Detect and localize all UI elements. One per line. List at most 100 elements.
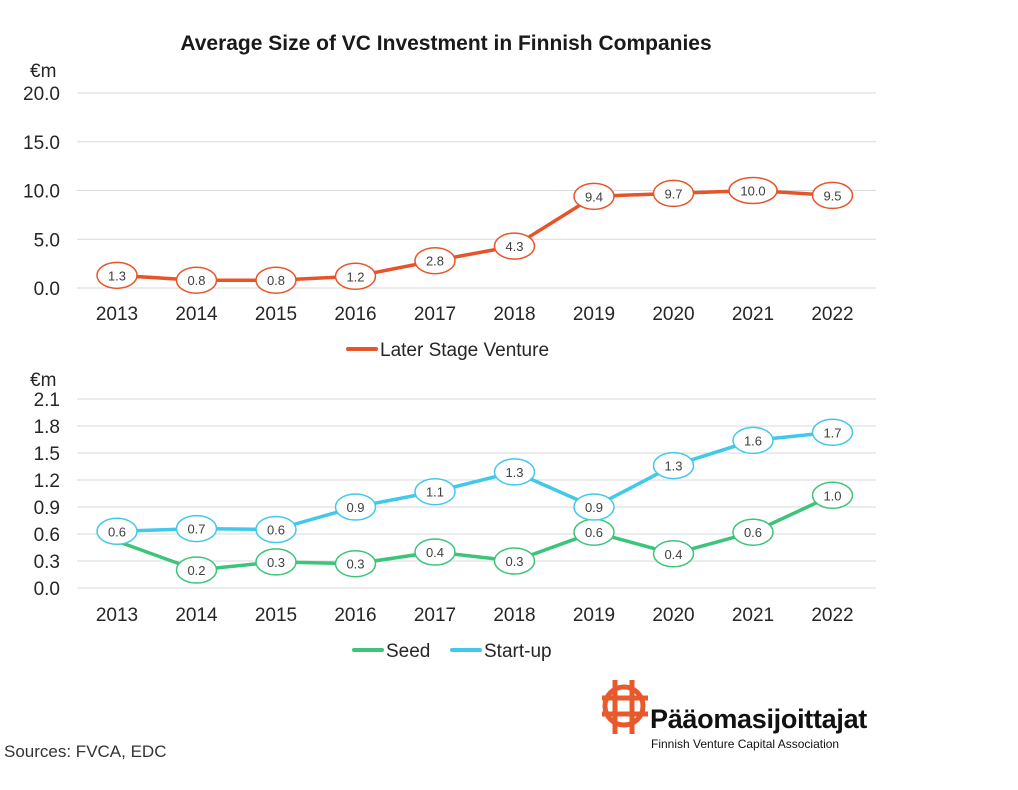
y-tick-label: 0.3 (34, 552, 60, 573)
x-tick-label: 2014 (175, 605, 218, 626)
legend-label: Start-up (484, 641, 552, 662)
x-tick-label: 2017 (414, 605, 456, 626)
legend-label: Seed (386, 641, 430, 662)
association-logo: Pääomasijoittajat Finnish Venture Capita… (598, 676, 898, 756)
x-tick-label: 2020 (652, 304, 694, 325)
y-unit-label-2: €m (30, 370, 56, 391)
x-tick-label: 2017 (414, 304, 456, 325)
data-point (255, 515, 297, 544)
data-label: 1.3 (108, 268, 126, 283)
data-label: 1.3 (505, 465, 523, 480)
data-label: 9.7 (664, 186, 682, 201)
data-point (652, 179, 695, 208)
x-tick-label: 2018 (493, 304, 535, 325)
data-label: 0.6 (108, 524, 126, 539)
data-point (175, 556, 218, 584)
data-point (96, 261, 138, 290)
x-tick-label: 2021 (732, 605, 774, 626)
y-tick-label: 1.2 (34, 471, 60, 492)
data-label: 0.3 (505, 554, 523, 569)
x-tick-label: 2016 (334, 605, 376, 626)
data-label: 4.3 (505, 239, 523, 254)
data-point (255, 548, 297, 576)
data-point (334, 493, 377, 521)
data-label: 0.8 (187, 273, 205, 288)
x-tick-label: 2019 (573, 605, 615, 626)
data-point (414, 477, 456, 506)
data-label: 1.3 (664, 459, 682, 474)
data-point (811, 418, 854, 447)
y-tick-label: 0.0 (34, 279, 60, 300)
data-label: 1.7 (823, 425, 841, 440)
y-tick-label: 10.0 (23, 182, 60, 203)
data-label: 0.7 (187, 522, 205, 537)
x-tick-label: 2014 (175, 304, 218, 325)
data-point (493, 458, 536, 486)
logo-subtitle: Finnish Venture Capital Association (651, 737, 840, 751)
y-tick-label: 0.0 (34, 579, 60, 600)
y-tick-label: 15.0 (23, 133, 60, 154)
y-unit-label-1: €m (30, 61, 56, 82)
data-point (414, 246, 456, 275)
x-tick-label: 2018 (493, 605, 535, 626)
y-tick-label: 20.0 (23, 84, 60, 105)
data-label: 0.6 (267, 523, 285, 538)
data-point (811, 481, 854, 510)
data-point (728, 176, 778, 205)
data-label: 0.6 (744, 525, 762, 540)
x-tick-label: 2013 (96, 605, 138, 626)
data-point (96, 517, 138, 546)
x-tick-label: 2013 (96, 304, 138, 325)
data-label: 10.0 (740, 184, 765, 199)
series-line-seed (116, 493, 834, 572)
logo-mark-icon (602, 680, 648, 734)
data-point (255, 266, 297, 294)
data-point (652, 451, 695, 480)
logo-name: Pääomasijoittajat (650, 704, 867, 734)
data-label: 2.8 (426, 254, 444, 269)
data-point (414, 538, 456, 566)
x-tick-label: 2022 (811, 605, 853, 626)
x-tick-label: 2021 (732, 304, 774, 325)
legend-label: Later Stage Venture (380, 340, 549, 361)
x-tick-label: 2015 (255, 605, 297, 626)
data-label: 1.1 (426, 485, 444, 500)
x-tick-label: 2019 (573, 304, 615, 325)
x-tick-label: 2020 (652, 605, 694, 626)
y-tick-label: 5.0 (34, 230, 60, 251)
y-tick-label: 0.9 (34, 498, 60, 519)
data-point (732, 518, 774, 546)
data-point (334, 262, 377, 291)
data-point (652, 540, 695, 568)
chart-title: Average Size of VC Investment in Finnish… (180, 32, 712, 55)
data-label: 0.4 (664, 547, 682, 562)
data-point (811, 181, 854, 210)
x-tick-label: 2022 (811, 304, 853, 325)
data-label: 0.9 (346, 500, 364, 515)
series-line-later-stage-venture (116, 188, 833, 282)
data-label: 9.4 (585, 189, 603, 204)
data-point (334, 549, 377, 578)
data-point (175, 514, 218, 543)
x-tick-label: 2015 (255, 304, 297, 325)
data-point (493, 547, 536, 575)
data-label: 1.0 (823, 488, 841, 503)
data-label: 9.5 (823, 188, 841, 203)
data-label: 0.8 (267, 273, 285, 288)
sources-note: Sources: FVCA, EDC (4, 742, 167, 761)
data-point (732, 426, 774, 455)
y-tick-label: 2.1 (34, 390, 60, 411)
data-label: 0.4 (426, 545, 444, 560)
data-label: 1.6 (744, 433, 762, 448)
y-tick-label: 0.6 (34, 525, 60, 546)
data-label: 0.3 (267, 555, 285, 570)
data-label: 0.6 (585, 525, 603, 540)
data-label: 0.9 (585, 500, 603, 515)
data-point (493, 232, 536, 260)
y-tick-label: 1.8 (34, 417, 60, 438)
data-point (175, 266, 218, 294)
data-point (573, 493, 615, 521)
x-tick-label: 2016 (334, 304, 376, 325)
series-line-start-up (116, 430, 833, 534)
